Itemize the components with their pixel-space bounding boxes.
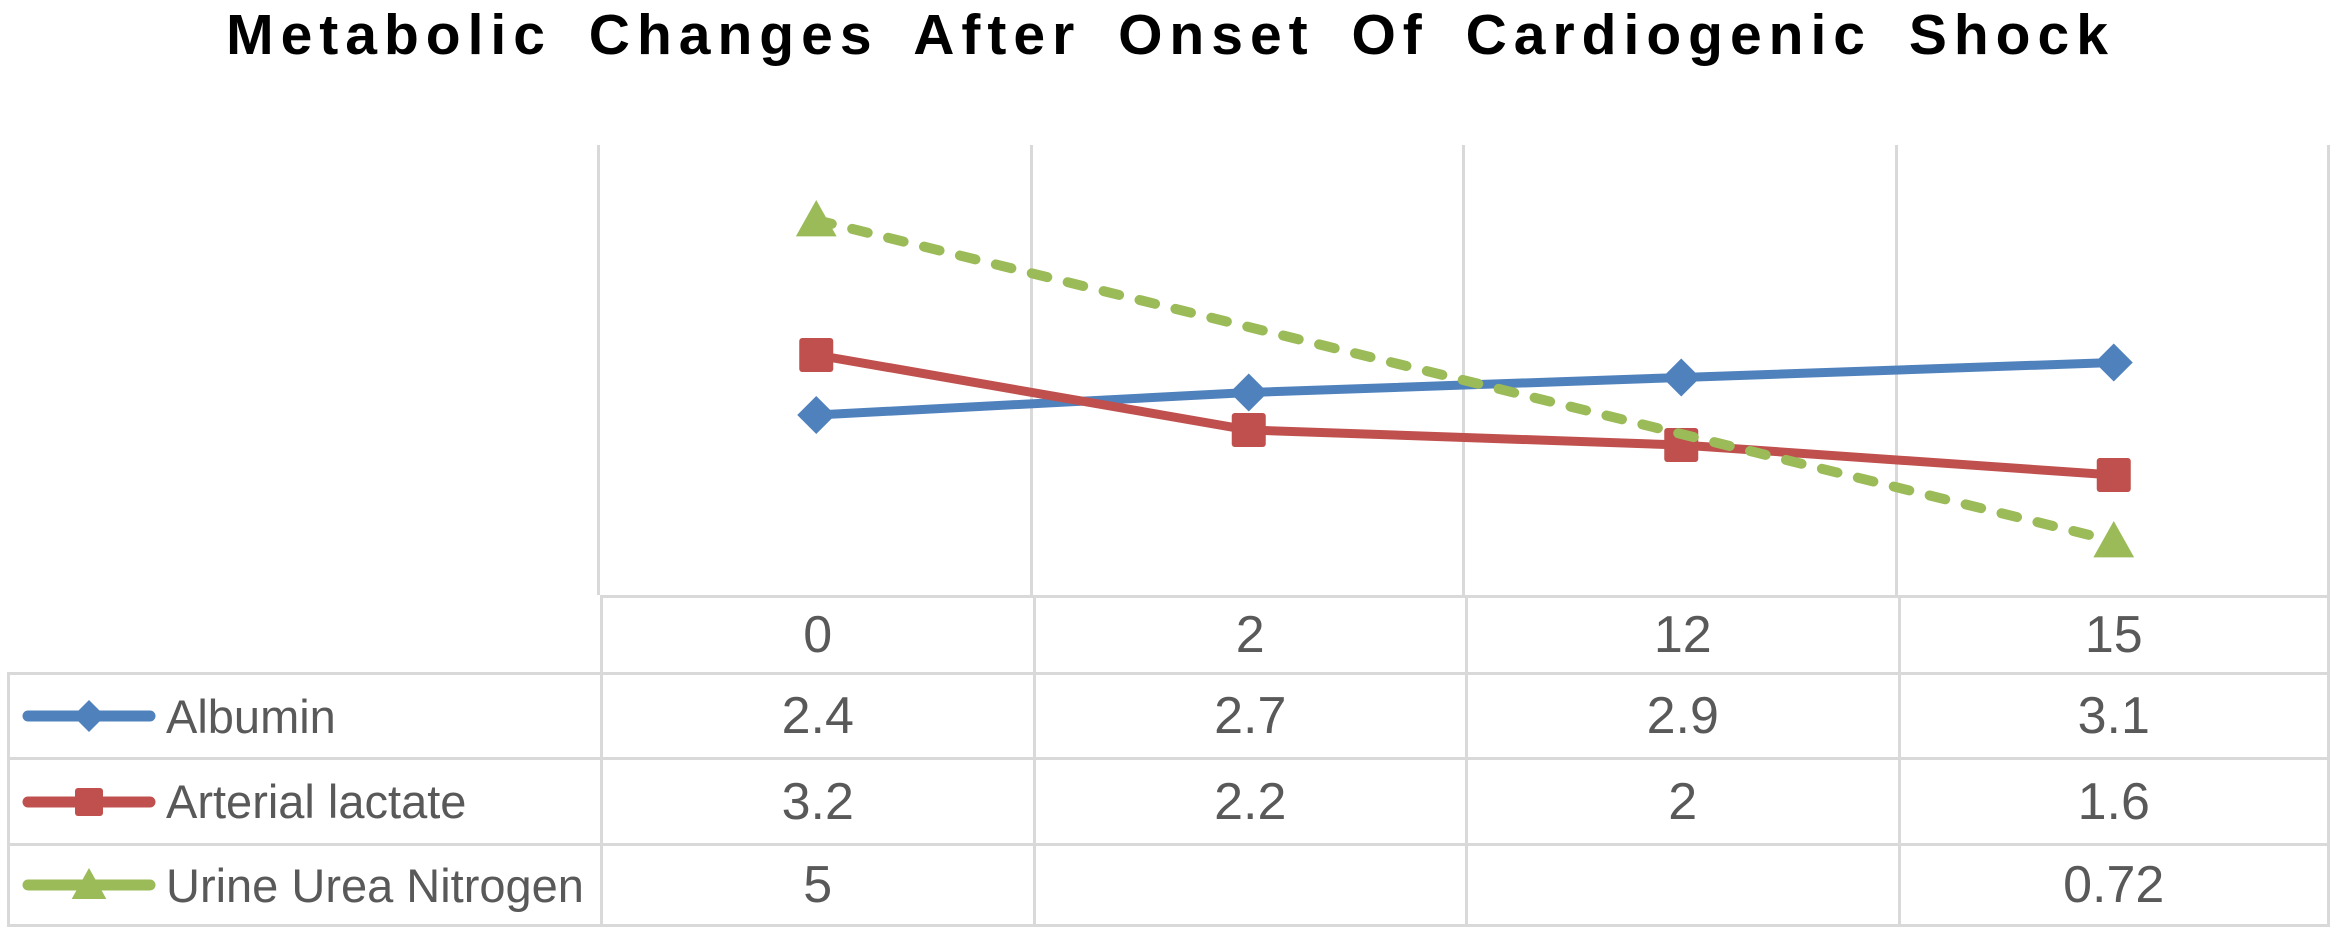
- series-marker-arterial-lactate: [2096, 458, 2131, 492]
- series-line-arterial-lactate: [815, 350, 2115, 480]
- series-line-urine-urea-nitrogen: [811, 215, 2119, 546]
- table-cell: 2.2: [1032, 757, 1465, 843]
- vertical-gridline: [1462, 145, 1465, 595]
- table-cell: 2.7: [1032, 672, 1465, 757]
- albumin-legend-key-icon: [22, 700, 156, 732]
- series-marker-albumin: [2094, 343, 2133, 382]
- table-cell: 3.2: [600, 757, 1033, 843]
- series-marker-urine-urea-nitrogen: [2093, 521, 2135, 558]
- series-marker-arterial-lactate: [1231, 413, 1266, 447]
- table-cell: 2.9: [1465, 672, 1898, 757]
- table-cell: 2.4: [600, 672, 1033, 757]
- table-cell: 1.6: [1897, 757, 2330, 843]
- table-cell: 2: [1465, 757, 1898, 843]
- urine-urea-nitrogen-legend-key-icon: [22, 868, 156, 899]
- series-marker-arterial-lactate: [799, 338, 834, 372]
- legend-key-marker: [73, 700, 105, 732]
- series-label: Urine Urea Nitrogen: [166, 858, 584, 912]
- x-axis-label-cell: 0: [600, 595, 1033, 672]
- table-cell: [1032, 843, 1465, 927]
- legend-key-marker: [71, 868, 107, 899]
- x-axis-label-cell: 12: [1465, 595, 1898, 672]
- data-table: 0 2 12 15 Albumin 2.4 2.7 2.9 3.1 Arteri…: [7, 595, 2330, 927]
- table-cell: [1465, 843, 1898, 927]
- arterial-lactate-legend-key-icon: [22, 787, 156, 816]
- series-marker-albumin: [1662, 358, 1701, 397]
- series-marker-urine-urea-nitrogen: [795, 200, 837, 237]
- legend-item-albumin: Albumin: [7, 672, 600, 757]
- series-label: Albumin: [166, 689, 336, 743]
- vertical-gridline: [597, 145, 600, 595]
- x-axis-label-cell: 2: [1032, 595, 1465, 672]
- table-corner-blank: [7, 595, 600, 672]
- series-label: Arterial lactate: [166, 775, 467, 828]
- legend-key-marker: [75, 787, 103, 816]
- table-cell: 5: [600, 843, 1033, 927]
- series-marker-albumin: [1229, 373, 1268, 412]
- table-cell: 3.1: [1897, 672, 2330, 757]
- legend-item-urine-urea-nitrogen: Urine Urea Nitrogen: [7, 843, 600, 927]
- vertical-gridline: [2327, 145, 2330, 595]
- x-axis-label-cell: 15: [1897, 595, 2330, 672]
- vertical-gridline: [1029, 145, 1033, 595]
- chart-title: Metabolic Changes After Onset Of Cardiog…: [226, 3, 2115, 67]
- series-marker-albumin: [797, 396, 836, 434]
- table-cell: 0.72: [1897, 843, 2330, 927]
- legend-item-arterial-lactate: Arterial lactate: [7, 757, 600, 843]
